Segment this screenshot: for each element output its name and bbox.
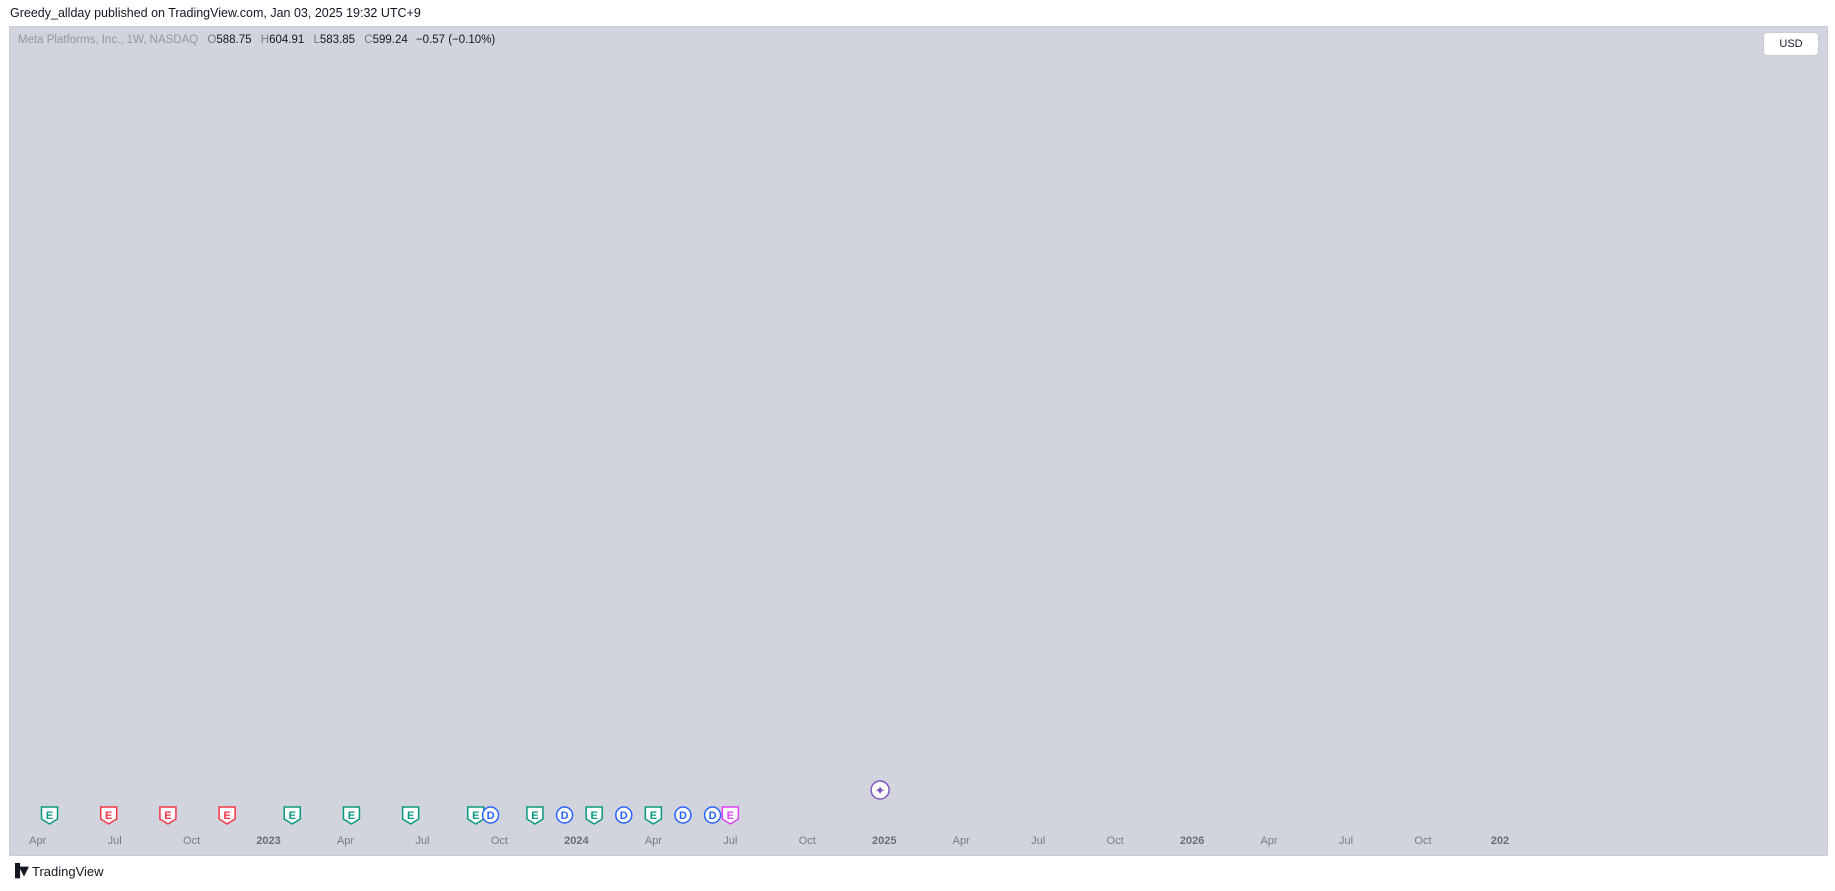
open-label: O [207, 34, 217, 46]
earnings-marker[interactable] [159, 806, 177, 825]
earnings-marker[interactable] [342, 806, 361, 825]
low-value: 583.85 [319, 34, 356, 46]
upcoming-event-icon[interactable] [870, 780, 890, 800]
x-tick-label: Oct [799, 835, 816, 847]
currency-button[interactable]: USD [1763, 32, 1819, 56]
event-marker-letter: E [348, 810, 355, 822]
x-tick-label: Oct [491, 835, 508, 847]
x-tick-label: Jul [1339, 835, 1353, 847]
earnings-marker[interactable] [99, 806, 118, 825]
dividend-marker[interactable] [555, 806, 574, 824]
event-marker-letter: D [561, 810, 569, 822]
tradingview-brand[interactable]: ▐▼ TradingView [10, 864, 104, 879]
x-tick-label: Apr [29, 835, 46, 847]
event-marker-letter: E [472, 810, 479, 822]
earnings-marker[interactable] [526, 806, 544, 825]
earnings-marker[interactable] [401, 806, 420, 825]
earnings-marker[interactable] [721, 806, 740, 825]
close-label: C [364, 34, 373, 46]
event-marker-letter: D [620, 810, 628, 822]
x-tick-label: Jul [1031, 835, 1045, 847]
x-tick-label: Jul [415, 835, 429, 847]
x-tick-label: Apr [337, 835, 354, 847]
event-marker-letter: E [590, 810, 597, 822]
x-tick-label: Oct [1414, 835, 1431, 847]
symbol-name: Meta Platforms, Inc., 1W, NASDAQ [18, 34, 199, 46]
x-tick-label: 202 [1491, 835, 1509, 847]
x-tick-label: Jul [723, 835, 737, 847]
x-tick-label: Oct [183, 835, 200, 847]
dividend-marker[interactable] [615, 806, 633, 824]
event-marker-letter: E [289, 810, 296, 822]
time-axis: Apr Jul Oct 2023 Apr Jul Oct 2024 Apr Jul Oct 2025 A… [29, 835, 1509, 847]
change-value: −0.57 (−0.10%) [415, 34, 496, 46]
event-marker-letter: D [487, 810, 495, 822]
x-tick-label: Apr [1260, 835, 1277, 847]
dividend-marker[interactable] [703, 806, 722, 824]
dividend-marker[interactable] [481, 806, 500, 824]
x-tick-label: 2025 [872, 835, 896, 847]
event-marker-letter: D [679, 810, 687, 822]
earnings-marker[interactable] [467, 806, 485, 825]
x-tick-label: Apr [953, 835, 970, 847]
x-tick-label: Oct [1107, 835, 1124, 847]
earnings-marker[interactable] [585, 806, 603, 825]
brand-name: TradingView [32, 864, 104, 879]
chart-pane[interactable] [9, 26, 1828, 856]
earnings-marker[interactable] [283, 806, 301, 825]
x-tick-label: 2026 [1180, 835, 1204, 847]
high-value: 604.91 [269, 34, 305, 46]
event-marker-letter: D [709, 810, 717, 822]
x-tick-label: 2024 [564, 835, 589, 847]
event-markers: E E E E E E E E D E D E D E D D E✦ [40, 780, 890, 825]
tradingview-logo-icon: ▐▼ [10, 864, 29, 879]
publisher-caption: Greedy_allday published on TradingView.c… [10, 6, 421, 20]
event-marker-letter: E [650, 810, 657, 822]
event-marker-letter: E [223, 810, 230, 822]
x-tick-label: Jul [108, 835, 122, 847]
event-marker-letter: E [531, 810, 538, 822]
close-value: 599.24 [372, 34, 408, 46]
event-marker-letter: E [105, 810, 112, 822]
earnings-marker[interactable] [40, 806, 59, 825]
dividend-marker[interactable] [674, 806, 692, 824]
earnings-marker[interactable] [218, 806, 236, 825]
sparkle-icon: ✦ [875, 783, 886, 798]
earnings-marker[interactable] [644, 806, 663, 825]
event-marker-letter: E [164, 810, 171, 822]
symbol-legend: Meta Platforms, Inc., 1W, NASDAQ O588.75… [18, 34, 495, 46]
open-value: 588.75 [216, 34, 252, 46]
low-label: L [313, 34, 320, 46]
event-marker-letter: E [407, 810, 414, 822]
x-tick-label: 2023 [256, 835, 280, 847]
event-marker-letter: E [46, 810, 53, 822]
event-marker-letter: E [727, 810, 734, 822]
x-tick-label: Apr [645, 835, 662, 847]
high-label: H [260, 34, 270, 46]
